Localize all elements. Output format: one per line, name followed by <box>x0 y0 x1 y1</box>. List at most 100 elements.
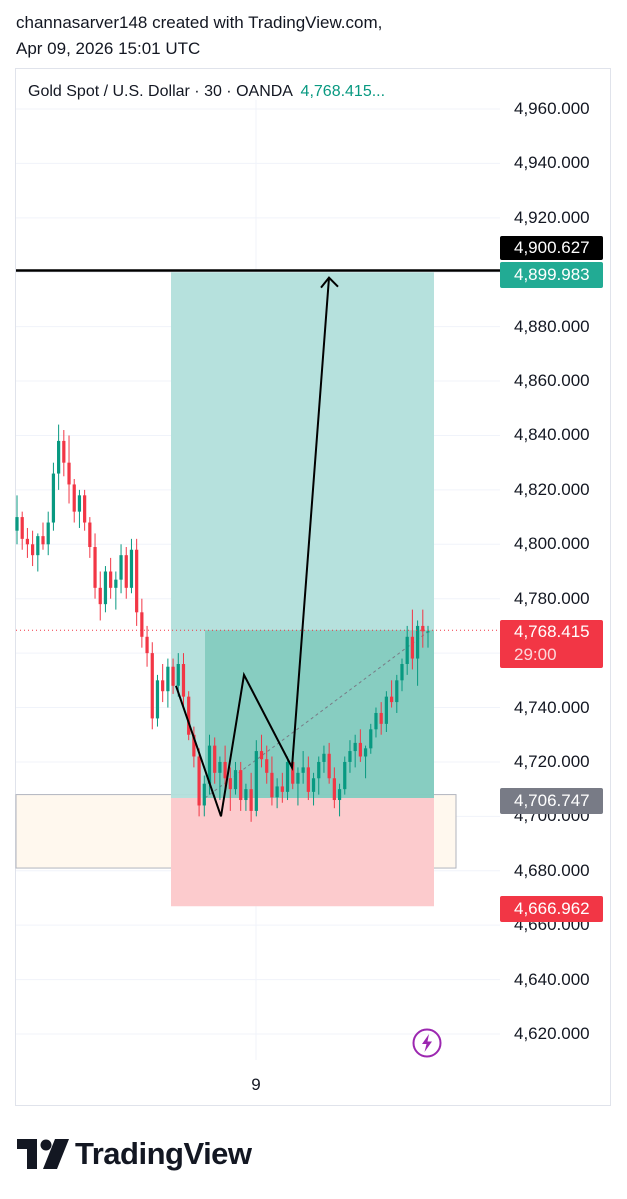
candle-body <box>93 547 97 588</box>
author-line: channasarver148 created with TradingView… <box>16 13 383 32</box>
candle-body <box>51 473 56 523</box>
candle-body <box>109 571 113 588</box>
timestamp-line: Apr 09, 2026 15:01 UTC <box>16 39 201 58</box>
candle-body <box>88 522 92 548</box>
candle-body <box>395 680 399 703</box>
y-tick-label: 4,960.000 <box>514 99 590 118</box>
candle-body <box>57 440 61 474</box>
candle-body <box>327 753 331 779</box>
candle-body <box>311 778 316 792</box>
candle-body <box>67 462 71 485</box>
candle-body <box>426 631 430 633</box>
current-price-value: 4,768.415 <box>514 622 590 641</box>
y-tick-label: 4,880.000 <box>514 316 590 336</box>
candle-body <box>202 783 206 806</box>
candle-body <box>421 625 425 632</box>
candle-body <box>145 636 149 654</box>
lightning-icon[interactable] <box>412 1028 442 1058</box>
y-tick-label: 4,740.000 <box>514 697 590 717</box>
candle-body <box>275 786 279 798</box>
y-tick-label: 4,800.000 <box>514 534 590 554</box>
candle-body <box>405 636 409 664</box>
candle-body <box>233 770 238 790</box>
target-price-label: 4,899.983 <box>500 262 603 288</box>
candle-body <box>129 549 134 588</box>
candle-body <box>384 696 388 724</box>
candle-body <box>332 778 336 801</box>
stop-price-label: 4,666.962 <box>500 896 603 922</box>
candle-body <box>363 748 368 757</box>
y-tick-label: 4,780.000 <box>514 588 590 608</box>
candle-body <box>181 664 186 697</box>
candle-body <box>41 536 45 545</box>
candle-body <box>244 789 248 801</box>
candle-body <box>379 712 383 724</box>
candle-body <box>228 778 232 790</box>
candle-body <box>15 517 19 531</box>
candle-body <box>259 751 264 760</box>
bar-countdown: 29:00 <box>514 645 557 664</box>
candle-body <box>296 772 300 784</box>
y-tick-label: 4,920.000 <box>514 207 590 227</box>
candle-body <box>343 761 347 790</box>
candle-body <box>317 761 321 779</box>
candle-body <box>176 664 180 686</box>
candle-body <box>114 579 118 588</box>
candle-body <box>155 680 160 719</box>
candle-body <box>77 495 82 512</box>
candle-body <box>322 753 326 762</box>
candle-body <box>30 544 35 556</box>
y-tick-label: 4,820.000 <box>514 479 590 499</box>
candle-body <box>161 680 165 692</box>
candle-body <box>166 666 170 692</box>
y-tick-label: 4,720.000 <box>514 751 590 771</box>
candle-body <box>280 786 284 792</box>
chart-legend[interactable]: Gold Spot / U.S. Dollar · 30 · OANDA 4,7… <box>28 83 385 101</box>
candle-body <box>197 756 201 806</box>
line-price-label: 4,900.627 <box>500 236 603 260</box>
candle-body <box>306 767 310 792</box>
candle-body <box>46 522 50 545</box>
stop-zone <box>171 797 434 907</box>
candle-body <box>265 759 269 773</box>
candle-body <box>239 770 243 801</box>
candle-body <box>72 484 76 512</box>
chart-frame[interactable] <box>15 68 611 1106</box>
candle-body <box>83 495 87 523</box>
candle-body <box>36 536 40 556</box>
candle-body <box>150 653 154 719</box>
candle-body <box>400 664 404 681</box>
candle-body <box>291 761 295 784</box>
candle-body <box>369 729 373 749</box>
candle-body <box>301 767 305 773</box>
y-tick-label: 4,680.000 <box>514 860 590 880</box>
candle-body <box>20 517 24 539</box>
projection-arrowhead <box>320 276 339 289</box>
candle-body <box>415 625 420 659</box>
candle-body <box>140 612 144 637</box>
y-tick-label: 4,620.000 <box>514 1024 590 1043</box>
position-progress-line <box>204 629 431 799</box>
candle-body <box>62 440 66 463</box>
candle-body <box>103 571 108 605</box>
tradingview-logo: TradingView <box>17 1134 252 1174</box>
tradingview-logo-text: TradingView <box>75 1136 252 1171</box>
projection-path <box>175 277 330 817</box>
candle-body <box>218 761 222 773</box>
candle-body <box>119 555 123 580</box>
current-price-label: 4,768.415 29:00 <box>500 620 603 668</box>
y-tick-label: 4,840.000 <box>514 425 590 445</box>
legend-price: 4,768.415... <box>300 83 386 100</box>
candle-body <box>270 772 274 798</box>
candle-body <box>124 555 128 588</box>
candle-body <box>213 745 217 773</box>
candle-body <box>135 549 139 613</box>
candle-body <box>337 789 342 801</box>
candle-body <box>192 734 196 757</box>
tradingview-logo-icon <box>17 1139 69 1169</box>
candle-body <box>207 745 212 784</box>
candle-body <box>285 761 290 792</box>
candle-body <box>171 666 175 686</box>
candle-body <box>254 751 258 811</box>
